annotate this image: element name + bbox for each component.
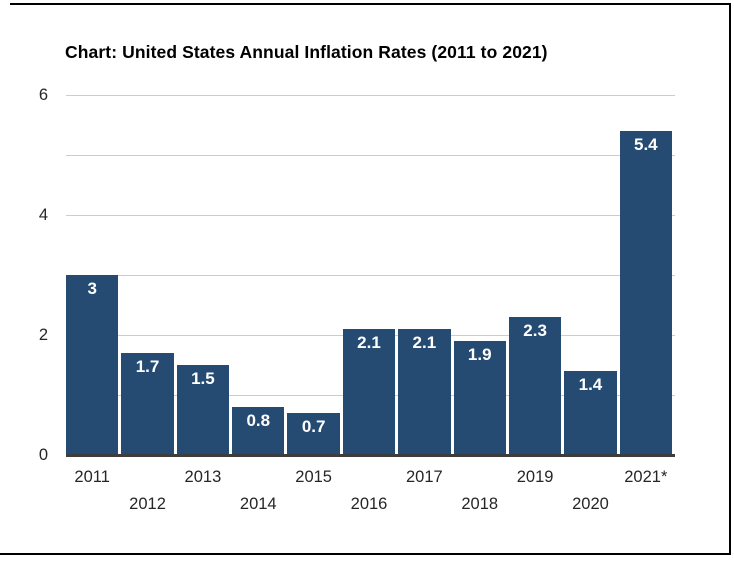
bar: 2.1 xyxy=(398,329,451,455)
bar-value-label: 3 xyxy=(87,279,97,298)
bar: 1.4 xyxy=(564,371,617,455)
x-tick-label: 2016 xyxy=(350,495,388,513)
bar: 1.5 xyxy=(176,365,230,455)
x-tick-label: 2014 xyxy=(239,495,277,513)
x-tick-label: 2020 xyxy=(572,495,609,513)
y-tick-label: 0 xyxy=(38,446,48,464)
x-tick-label: 2015 xyxy=(295,468,332,486)
bar: 1.9 xyxy=(453,341,506,455)
bar-value-label: 1.9 xyxy=(467,345,492,364)
gridline xyxy=(66,95,675,96)
bar-value-label: 2.3 xyxy=(523,321,547,340)
bar-value-label: 1.4 xyxy=(578,375,603,394)
x-tick-label: 2013 xyxy=(184,468,222,486)
gridline xyxy=(66,155,675,156)
bar-value-label: 5.4 xyxy=(633,135,658,154)
x-tick-label: 2021* xyxy=(624,468,668,486)
bar: 5.4 xyxy=(619,131,672,455)
x-tick-label: 2012 xyxy=(129,495,166,513)
y-tick-label: 6 xyxy=(38,86,48,104)
x-tick-label: 2018 xyxy=(461,495,499,513)
gridline xyxy=(66,215,675,216)
y-tick-label: 2 xyxy=(38,326,48,344)
frame-right-border xyxy=(729,3,731,555)
bar-value-label: 2.1 xyxy=(357,333,381,352)
bar: 3 xyxy=(66,275,119,455)
bar-value-label: 0.8 xyxy=(246,411,271,430)
bar: 2.1 xyxy=(342,329,396,455)
bar-value-label: 0.7 xyxy=(301,417,326,436)
x-tick-label: 2017 xyxy=(406,468,443,486)
bar-value-label: 1.5 xyxy=(191,369,215,388)
frame-bottom-border xyxy=(0,553,731,555)
bar: 2.3 xyxy=(508,317,562,455)
x-tick-label: 2019 xyxy=(516,468,554,486)
chart-title: Chart: United States Annual Inflation Ra… xyxy=(65,42,548,62)
y-tick-label: 4 xyxy=(38,206,48,224)
bar-value-label: 2.1 xyxy=(412,333,437,352)
gridline xyxy=(66,275,675,276)
bar: 0.8 xyxy=(232,407,285,455)
bar: 1.7 xyxy=(121,353,174,455)
bar: 0.7 xyxy=(287,413,340,455)
frame-top-border xyxy=(10,3,731,5)
x-axis-line xyxy=(66,454,675,457)
x-tick-label: 2011 xyxy=(74,468,110,486)
bar-value-label: 1.7 xyxy=(135,357,160,376)
